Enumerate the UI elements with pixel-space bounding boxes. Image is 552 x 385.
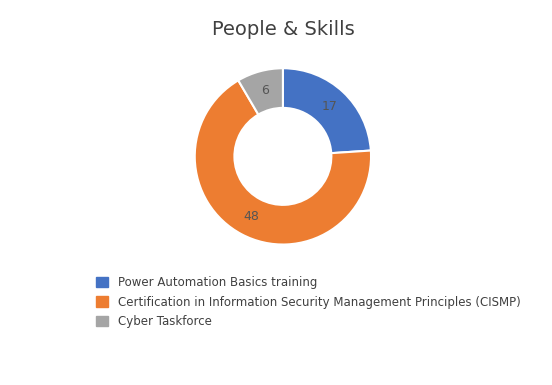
Text: 6: 6 [261, 84, 269, 97]
Text: 48: 48 [243, 210, 259, 223]
Wedge shape [195, 80, 371, 244]
Wedge shape [283, 68, 371, 153]
Title: People & Skills: People & Skills [211, 20, 354, 39]
Text: 17: 17 [322, 100, 337, 113]
Wedge shape [238, 68, 283, 115]
Legend: Power Automation Basics training, Certification in Information Security Manageme: Power Automation Basics training, Certif… [96, 276, 521, 328]
